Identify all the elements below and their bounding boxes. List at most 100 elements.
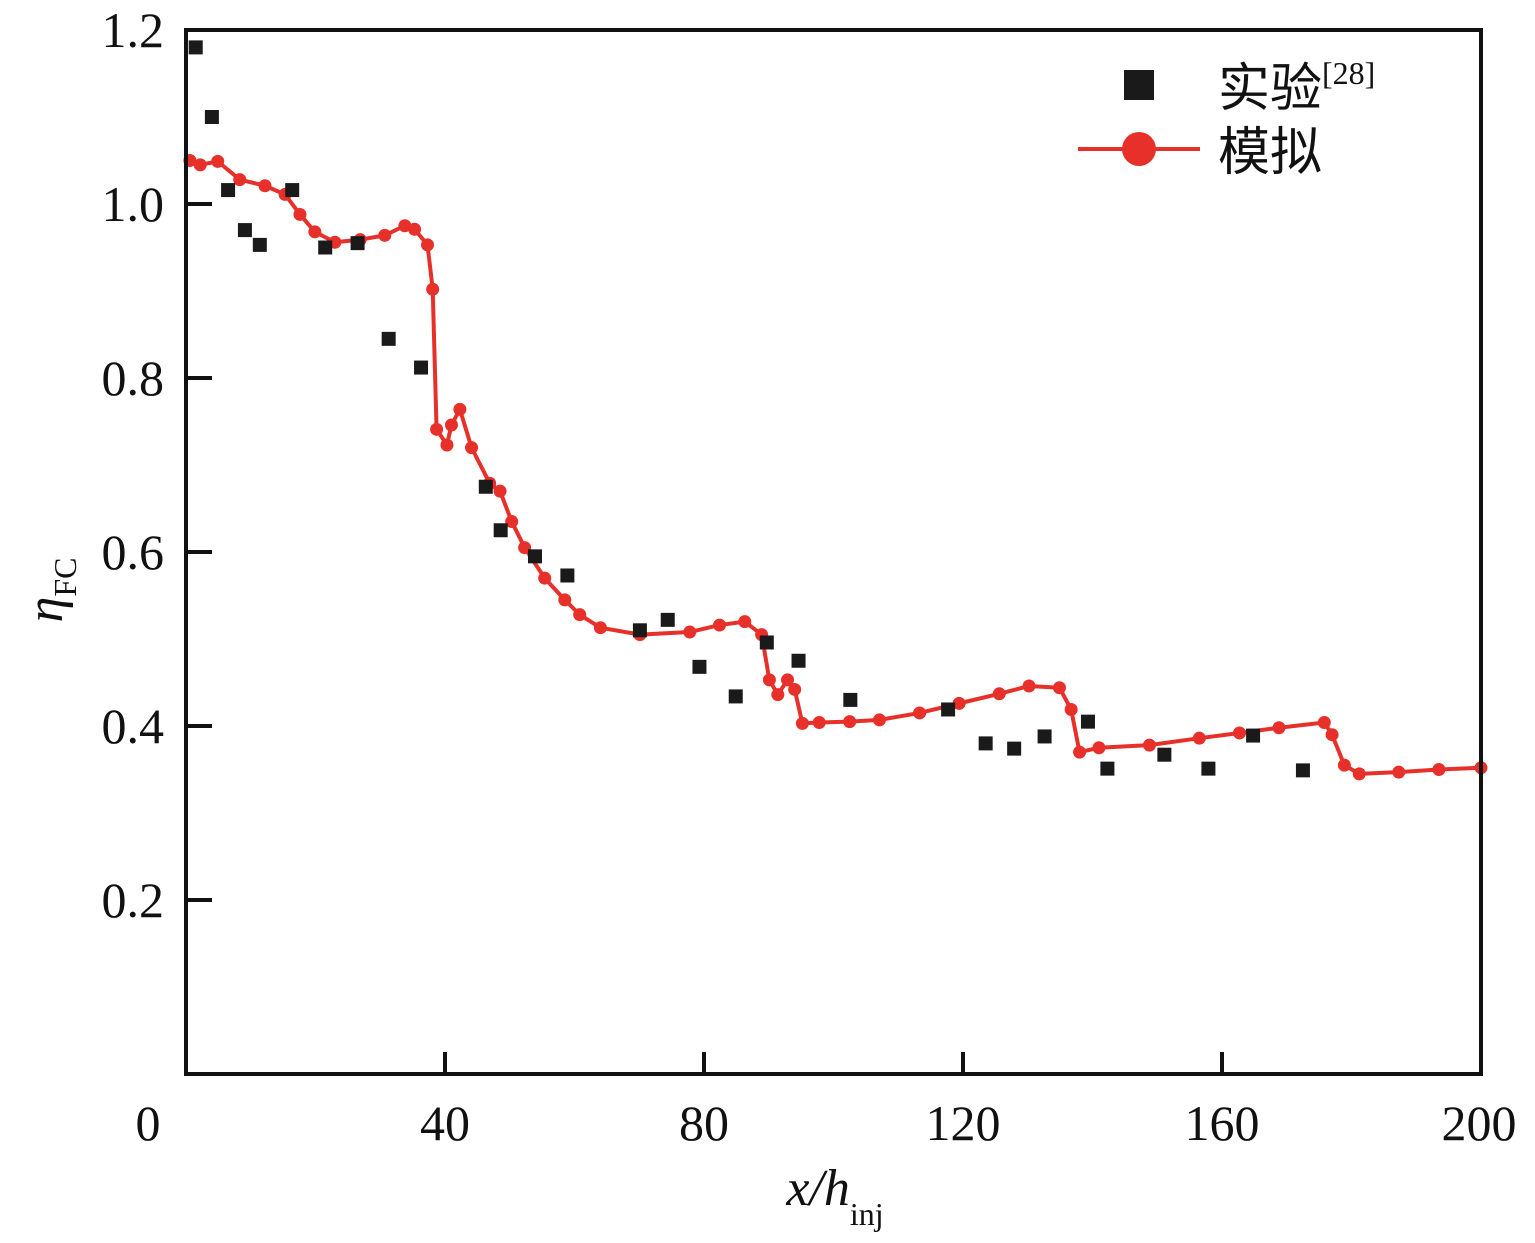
simulation-point — [593, 621, 607, 635]
simulation-point — [378, 228, 392, 242]
simulation-point — [1317, 716, 1331, 730]
experiment-point — [414, 360, 429, 375]
experiment-point — [660, 612, 675, 627]
x-tick-label: 80 — [679, 1095, 729, 1151]
experiment-point — [791, 653, 806, 668]
x-tick-label: 120 — [926, 1095, 1001, 1151]
experiment-point — [237, 223, 252, 238]
y-tick-label: 1.0 — [102, 176, 165, 232]
x-axis-title-main: x/h — [785, 1160, 850, 1217]
simulation-point — [683, 625, 697, 639]
simulation-point — [1432, 763, 1446, 776]
x-tick-label: 0 — [136, 1095, 161, 1151]
simulation-point — [795, 716, 809, 730]
simulation-point — [573, 608, 587, 622]
experiment-point — [941, 702, 956, 717]
simulation-point — [1142, 738, 1156, 752]
experiment-point — [1157, 747, 1172, 762]
simulation-point — [493, 484, 507, 498]
x-tick-label: 200 — [1442, 1095, 1517, 1151]
simulation-point — [505, 515, 519, 529]
simulation-point — [1272, 721, 1286, 735]
x-tick-label: 160 — [1185, 1095, 1260, 1151]
simulation-point — [812, 716, 826, 730]
experiment-point — [728, 689, 743, 704]
simulation-point — [771, 688, 785, 702]
simulation-point — [1232, 726, 1246, 740]
simulation-point — [788, 682, 802, 696]
simulation-point — [453, 402, 467, 416]
simulation-point — [518, 541, 532, 555]
plot-frame — [184, 28, 1483, 1076]
simulation-point — [952, 696, 966, 710]
simulation-point — [308, 225, 322, 239]
simulation-point — [440, 438, 454, 452]
experiment-point — [285, 183, 300, 198]
simulation-point — [1192, 731, 1206, 745]
simulation-point — [913, 706, 927, 720]
experiment-series — [188, 40, 1310, 778]
experiment-point — [1246, 728, 1261, 743]
experiment-point — [493, 523, 508, 538]
simulation-point — [258, 179, 272, 193]
simulation-line — [189, 158, 1482, 776]
experiment-point — [692, 659, 707, 674]
simulation-point — [408, 222, 422, 236]
axis-ticks: 0 40 80 120 160 200 0.2 0.4 0.6 0.8 1.0 1.2 — [102, 2, 1517, 1151]
simulation-point — [538, 571, 552, 585]
y-tick-label: 0.6 — [102, 524, 165, 580]
simulation-point — [444, 418, 458, 432]
legend-label-experiment: 实验[28] — [1218, 55, 1375, 119]
experiment-point — [204, 110, 219, 124]
y-axis-title: ηFC — [17, 558, 83, 623]
experiment-point — [1295, 763, 1310, 778]
experiment-point — [843, 692, 858, 707]
experiment-point — [528, 549, 543, 564]
experiment-point — [759, 635, 774, 650]
simulation-point — [293, 207, 307, 221]
y-tick-label: 1.2 — [102, 2, 165, 58]
simulation-point — [421, 238, 435, 252]
simulation-series — [183, 154, 1488, 781]
simulation-point — [233, 173, 247, 187]
legend-square-marker — [1124, 70, 1154, 100]
x-axis-title-sub: inj — [850, 1196, 884, 1232]
simulation-point — [781, 673, 795, 687]
simulation-point — [465, 441, 479, 455]
y-tick-label: 0.4 — [102, 698, 165, 754]
simulation-point — [558, 593, 572, 607]
simulation-point — [992, 687, 1006, 701]
simulation-point — [1337, 758, 1351, 772]
experiment-point — [350, 236, 365, 251]
simulation-point — [1325, 728, 1339, 742]
experiment-point — [478, 479, 493, 494]
legend-label-simulation: 模拟 — [1218, 123, 1322, 183]
simulation-point — [1092, 741, 1106, 755]
simulation-point — [430, 422, 444, 436]
experiment-point — [632, 623, 647, 638]
y-axis-title-sub: FC — [47, 558, 83, 597]
experiment-point — [1100, 761, 1115, 776]
simulation-point — [1392, 765, 1406, 779]
y-tick-label: 0.2 — [102, 872, 165, 928]
experiment-point — [1080, 714, 1095, 729]
x-tick-label: 40 — [420, 1095, 470, 1151]
y-axis-title-main: η — [17, 597, 74, 623]
experiment-point — [1037, 729, 1052, 744]
simulation-point — [738, 615, 752, 629]
experiment-point — [1201, 761, 1216, 776]
simulation-point — [211, 154, 225, 168]
simulation-point — [713, 618, 727, 632]
simulation-point — [872, 713, 886, 727]
simulation-point — [762, 673, 776, 687]
experiment-point — [252, 237, 267, 252]
experiment-point — [560, 568, 575, 583]
experiment-point — [381, 331, 396, 346]
experiment-point — [188, 40, 203, 55]
simulation-point — [1352, 767, 1366, 781]
simulation-point — [193, 158, 207, 172]
simulation-point — [426, 282, 440, 296]
experiment-point — [221, 183, 236, 198]
legend: 实验[28] 模拟 — [1078, 55, 1375, 183]
